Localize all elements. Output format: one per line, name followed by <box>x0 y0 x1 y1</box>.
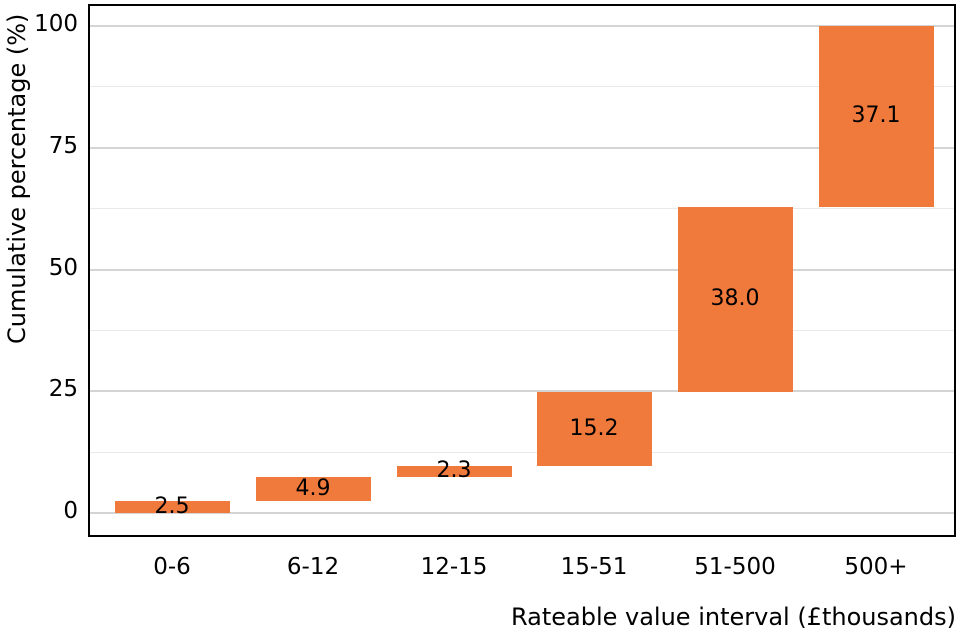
x-axis-title: Rateable value interval (£thousands) <box>510 603 956 631</box>
plot-area-inner: 2.5 4.9 2.3 15.2 38.0 37.1 <box>90 6 954 535</box>
bar-0-6: 2.5 <box>114 495 230 517</box>
y-axis-title: Cumulative percentage (%) <box>3 13 31 345</box>
x-tick-label: 12-15 <box>420 554 488 580</box>
y-tick-label: 0 <box>63 498 78 524</box>
bar-value-label: 2.5 <box>154 493 190 519</box>
y-tick-label: 75 <box>48 132 78 159</box>
bar-value-label: 15.2 <box>569 415 619 441</box>
bar-value-label: 4.9 <box>295 475 331 501</box>
bar-15-51: 15.2 <box>536 391 652 466</box>
minor-gridline <box>90 329 954 331</box>
major-gridline <box>90 268 954 271</box>
major-gridline <box>90 390 954 393</box>
x-tick-label: 6-12 <box>286 554 340 580</box>
x-tick-label: 15-51 <box>560 554 628 580</box>
y-tick-label: 25 <box>48 376 78 403</box>
bar-51-500: 38.0 <box>677 206 793 392</box>
bar-value-label: 2.3 <box>436 458 472 484</box>
bar-12-15: 2.3 <box>396 460 512 482</box>
bar-value-label: 37.1 <box>851 103 901 129</box>
major-gridline <box>90 146 954 149</box>
major-gridline <box>90 25 954 27</box>
bar-6-12: 4.9 <box>255 475 371 501</box>
y-tick-label: 100 <box>34 11 78 37</box>
major-gridline <box>90 512 954 514</box>
minor-gridline <box>90 208 954 210</box>
x-tick-label: 0-6 <box>153 554 191 580</box>
bar-value-label: 38.0 <box>710 286 760 312</box>
bar-500+: 37.1 <box>818 26 934 207</box>
x-tick-label: 500+ <box>844 554 908 580</box>
plot-area: 2.5 4.9 2.3 15.2 38.0 37.1 <box>88 4 956 537</box>
x-tick-label: 51-500 <box>694 554 776 580</box>
minor-gridline <box>90 86 954 88</box>
y-tick-label: 50 <box>48 254 78 281</box>
minor-gridline <box>90 451 954 453</box>
